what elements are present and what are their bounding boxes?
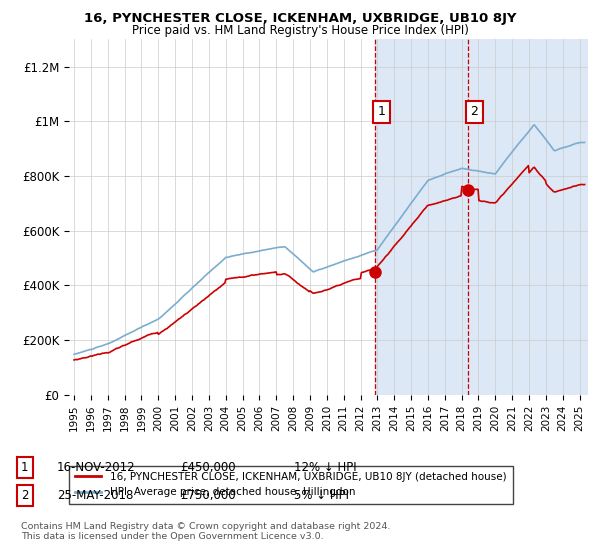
Text: £750,000: £750,000 xyxy=(180,489,236,502)
Text: 1: 1 xyxy=(378,105,386,118)
Legend: 16, PYNCHESTER CLOSE, ICKENHAM, UXBRIDGE, UB10 8JY (detached house), HPI: Averag: 16, PYNCHESTER CLOSE, ICKENHAM, UXBRIDGE… xyxy=(69,466,512,503)
Text: 12% ↓ HPI: 12% ↓ HPI xyxy=(294,461,356,474)
Text: 2: 2 xyxy=(21,489,29,502)
Text: Contains HM Land Registry data © Crown copyright and database right 2024.: Contains HM Land Registry data © Crown c… xyxy=(21,522,391,531)
Text: 5% ↓ HPI: 5% ↓ HPI xyxy=(294,489,349,502)
Text: 25-MAY-2018: 25-MAY-2018 xyxy=(57,489,133,502)
Text: 16, PYNCHESTER CLOSE, ICKENHAM, UXBRIDGE, UB10 8JY: 16, PYNCHESTER CLOSE, ICKENHAM, UXBRIDGE… xyxy=(84,12,516,25)
Text: £450,000: £450,000 xyxy=(180,461,236,474)
Text: 2: 2 xyxy=(470,105,478,118)
Text: This data is licensed under the Open Government Licence v3.0.: This data is licensed under the Open Gov… xyxy=(21,532,323,541)
Text: Price paid vs. HM Land Registry's House Price Index (HPI): Price paid vs. HM Land Registry's House … xyxy=(131,24,469,36)
Bar xyxy=(376,39,588,395)
Text: 1: 1 xyxy=(21,461,29,474)
Text: 16-NOV-2012: 16-NOV-2012 xyxy=(57,461,136,474)
